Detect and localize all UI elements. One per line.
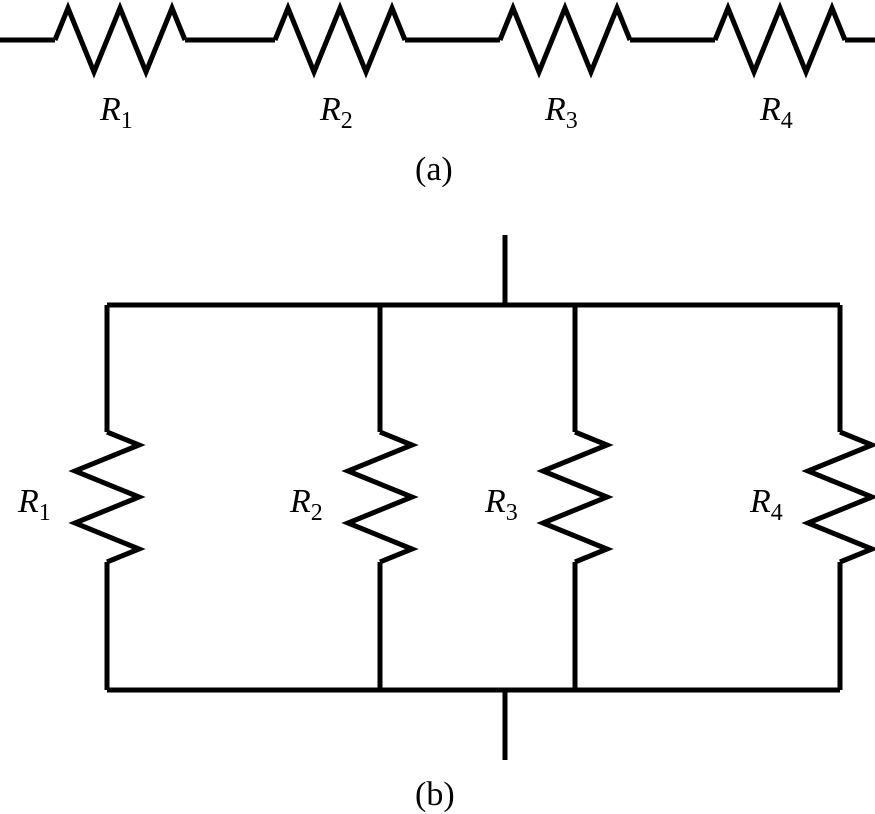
resistor-r1-icon [55,8,185,72]
resistor-label-r2: R2 [319,91,353,134]
diagram-b-parallel: R1 R2 R3 R4 (b) [17,235,872,813]
circuit-diagrams-container: R1 R2 R3 R4 (a) [0,0,875,814]
panel-label-a: (a) [415,151,453,188]
resistor-r2-icon [275,8,405,72]
resistor-label-r4: R4 [749,483,783,526]
diagram-a-series: R1 R2 R3 R4 (a) [0,8,875,188]
resistor-r1-icon [75,432,139,562]
resistor-r4-icon [808,432,872,562]
panel-label-b: (b) [415,776,455,813]
resistor-r4-icon [715,8,845,72]
resistor-label-r3: R3 [484,483,518,526]
resistor-label-r4: R4 [759,91,793,134]
resistor-label-r1: R1 [17,483,51,526]
resistor-r3-icon [500,8,630,72]
circuit-svg: R1 R2 R3 R4 (a) [0,0,875,814]
resistor-r2-icon [348,432,412,562]
resistor-r3-icon [543,432,607,562]
resistor-label-r3: R3 [544,91,578,134]
resistor-label-r1: R1 [99,91,133,134]
resistor-label-r2: R2 [289,483,323,526]
